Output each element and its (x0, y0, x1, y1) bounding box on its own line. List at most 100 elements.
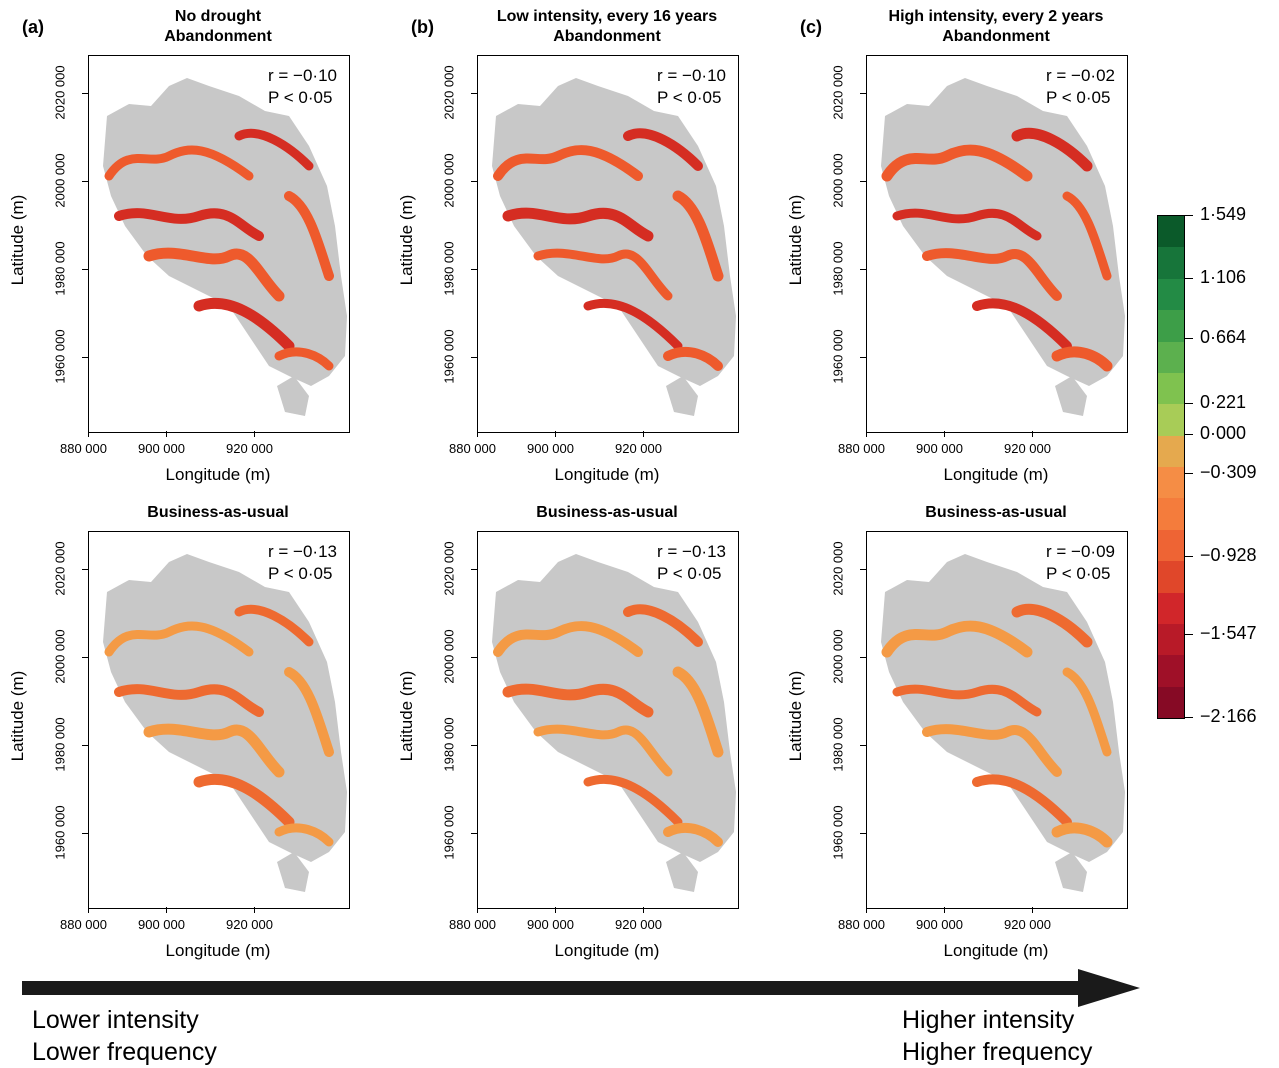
x-tick-mark (166, 907, 167, 913)
x-tick-label: 880 000 (60, 917, 107, 932)
x-tick-label: 880 000 (838, 441, 885, 456)
forest-band (143, 723, 285, 778)
color-scale-segment (1158, 498, 1184, 530)
color-scale-segment (1158, 592, 1184, 624)
y-tick-mark (82, 93, 88, 94)
forest-band (623, 604, 703, 647)
forest-band (972, 774, 1072, 827)
map-frame (88, 531, 350, 909)
color-scale-value: −0·309 (1200, 462, 1257, 482)
y-tick-mark (471, 181, 477, 182)
y-tick-mark (471, 357, 477, 358)
map-frame (866, 531, 1128, 909)
color-scale-tick (1184, 556, 1193, 557)
higher-frequency-label: Higher frequency (902, 1038, 1093, 1066)
x-tick-label: 900 000 (138, 917, 185, 932)
y-tick-mark (82, 181, 88, 182)
color-scale-value: −0·928 (1200, 545, 1257, 565)
forest-band (1051, 822, 1113, 848)
gradient-arrow (22, 969, 1140, 1007)
x-axis-label: Longitude (m) (165, 941, 271, 960)
landmass (666, 852, 698, 892)
map-frame (88, 55, 350, 433)
y-tick-mark (471, 657, 477, 658)
y-tick-label: 1960 000 (441, 329, 457, 384)
study-area-map (492, 78, 736, 416)
panel-tag: (c) (800, 17, 822, 37)
study-area-map (103, 554, 347, 892)
panel-subtitle: Abandonment (553, 28, 661, 45)
x-tick-label: 900 000 (527, 441, 574, 456)
x-tick-mark (254, 431, 255, 437)
panel-title: High intensity, every 2 years (888, 8, 1104, 25)
forest-band (972, 298, 1072, 351)
y-tick-label: 1980 000 (441, 241, 457, 296)
forest-band (892, 208, 1042, 241)
forest-band (892, 684, 1042, 717)
y-tick-label: 2000 000 (441, 629, 457, 684)
color-scale-tick (1184, 403, 1193, 404)
y-tick-label: 2000 000 (52, 153, 68, 208)
correlation-r: r = −0·10 (268, 66, 337, 85)
y-tick-label: 2020 000 (52, 65, 68, 120)
color-scale-value: 1·549 (1200, 204, 1247, 224)
y-tick-mark (860, 657, 866, 658)
forest-band (104, 145, 254, 181)
forest-band (284, 667, 334, 757)
x-tick-mark (866, 907, 867, 913)
color-scale-tick (1184, 215, 1193, 216)
x-tick-mark (166, 431, 167, 437)
forest-band (922, 724, 1062, 777)
y-tick-label: 1980 000 (830, 241, 846, 296)
x-tick-mark (254, 907, 255, 913)
x-tick-label: 880 000 (60, 441, 107, 456)
color-scale-value: −2·166 (1200, 706, 1257, 726)
p-value: P < 0·05 (1046, 88, 1111, 107)
x-tick-mark (477, 431, 478, 437)
panel-title: No drought (174, 8, 262, 25)
x-tick-mark (1032, 907, 1033, 913)
color-scale-segment (1158, 278, 1184, 311)
forest-band (502, 207, 654, 242)
y-tick-mark (860, 181, 866, 182)
landmass (1055, 852, 1087, 892)
forest-band (881, 620, 1033, 658)
forest-band (143, 247, 285, 302)
landmass (1055, 376, 1087, 416)
color-scale-tick (1184, 473, 1193, 474)
y-axis-label: Latitude (m) (8, 194, 27, 286)
x-tick-mark (555, 907, 556, 913)
y-tick-mark (82, 833, 88, 834)
x-tick-mark (643, 907, 644, 913)
x-tick-label: 900 000 (916, 917, 963, 932)
y-tick-label: 2000 000 (441, 153, 457, 208)
forest-band (104, 621, 254, 657)
panel-subtitle: Abandonment (942, 28, 1050, 45)
x-tick-label: 920 000 (226, 441, 273, 456)
landmass (277, 852, 309, 892)
y-tick-mark (860, 357, 866, 358)
panel-tag: (a) (22, 17, 44, 37)
forest-band (114, 684, 264, 717)
higher-intensity-label: Higher intensity (902, 1006, 1075, 1034)
x-tick-label: 920 000 (1004, 917, 1051, 932)
x-tick-label: 920 000 (1004, 441, 1051, 456)
forest-band (533, 724, 673, 777)
y-tick-mark (471, 269, 477, 270)
correlation-r: r = −0·02 (1046, 66, 1115, 85)
color-scale-value: 0·221 (1200, 392, 1247, 412)
higher-label: Higher intensity Higher frequency (902, 1004, 1092, 1068)
correlation-r: r = −0·13 (657, 542, 726, 561)
forest-band (193, 297, 295, 352)
y-tick-mark (860, 745, 866, 746)
y-tick-label: 2020 000 (441, 65, 457, 120)
x-tick-label: 920 000 (615, 917, 662, 932)
study-area-map (881, 554, 1125, 892)
y-tick-label: 2020 000 (830, 65, 846, 120)
color-scale-segment (1158, 216, 1184, 248)
map-frame (477, 55, 739, 433)
lower-intensity-label: Lower intensity (32, 1006, 199, 1034)
forest-band (502, 683, 654, 718)
study-area-map (103, 78, 347, 416)
color-scale-bar (1157, 215, 1185, 719)
